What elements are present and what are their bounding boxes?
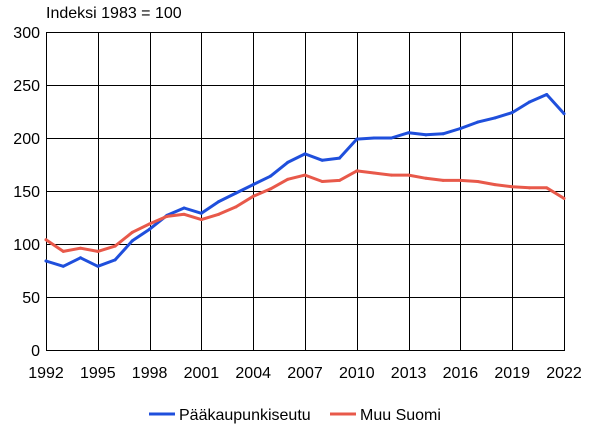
data-point	[320, 179, 324, 183]
y-axis-tick-labels: 0 50 100 150 200 250 300	[13, 25, 40, 360]
data-point	[458, 126, 462, 130]
x-tick-label: 2019	[494, 365, 530, 382]
data-point	[113, 258, 117, 262]
data-point	[61, 249, 65, 253]
data-point	[372, 171, 376, 175]
data-point	[493, 116, 497, 120]
data-point	[303, 173, 307, 177]
data-point	[96, 264, 100, 268]
data-point	[217, 200, 221, 204]
data-point	[251, 183, 255, 187]
data-point	[199, 211, 203, 215]
data-point	[424, 133, 428, 137]
data-point	[355, 137, 359, 141]
data-point	[441, 132, 445, 136]
data-point	[130, 239, 134, 243]
y-tick-label: 150	[13, 184, 40, 201]
y-tick-label: 50	[22, 290, 40, 307]
x-tick-label: 2010	[339, 365, 375, 382]
data-point	[148, 227, 152, 231]
x-tick-label: 2007	[287, 365, 323, 382]
data-point	[44, 238, 48, 242]
x-tick-label: 2004	[235, 365, 271, 382]
x-tick-label: 2013	[391, 365, 427, 382]
data-point	[44, 259, 48, 263]
data-point	[165, 214, 169, 218]
x-tick-label: 2022	[546, 365, 582, 382]
data-point	[234, 205, 238, 209]
data-point	[441, 178, 445, 182]
y-tick-label: 250	[13, 78, 40, 95]
x-tick-label: 2016	[443, 365, 479, 382]
data-point	[268, 174, 272, 178]
data-point	[148, 222, 152, 226]
data-point	[79, 246, 83, 250]
data-point	[355, 169, 359, 173]
data-point	[493, 183, 497, 187]
data-point	[562, 112, 566, 116]
y-tick-label: 0	[31, 343, 40, 360]
data-point	[338, 178, 342, 182]
data-point	[286, 177, 290, 181]
data-point	[476, 179, 480, 183]
data-point	[389, 173, 393, 177]
data-point	[545, 93, 549, 97]
series-lines	[44, 93, 566, 268]
data-point	[217, 212, 221, 216]
data-point	[510, 185, 514, 189]
x-tick-label: 1998	[132, 365, 168, 382]
data-point	[113, 244, 117, 248]
data-point	[545, 186, 549, 190]
y-tick-label: 100	[13, 237, 40, 254]
data-point	[407, 131, 411, 135]
data-point	[96, 249, 100, 253]
x-tick-label: 1992	[28, 365, 64, 382]
data-point	[268, 187, 272, 191]
data-point	[527, 186, 531, 190]
data-point	[182, 212, 186, 216]
data-point	[372, 136, 376, 140]
data-point	[251, 194, 255, 198]
legend: Pääkaupunkiseutu Muu Suomi	[149, 407, 441, 424]
data-point	[79, 256, 83, 260]
data-point	[407, 173, 411, 177]
data-point	[476, 120, 480, 124]
gridlines	[46, 32, 565, 351]
y-tick-label: 300	[13, 25, 40, 42]
data-point	[182, 206, 186, 210]
x-tick-label: 2001	[184, 365, 220, 382]
data-point	[234, 191, 238, 195]
data-point	[199, 218, 203, 222]
data-point	[510, 111, 514, 115]
data-point	[320, 158, 324, 162]
plot-frame	[46, 32, 565, 351]
data-point	[562, 196, 566, 200]
data-point	[303, 152, 307, 156]
data-point	[130, 230, 134, 234]
x-tick-label: 1995	[80, 365, 116, 382]
legend-label: Pääkaupunkiseutu	[179, 407, 311, 424]
y-tick-label: 200	[13, 131, 40, 148]
data-point	[286, 160, 290, 164]
x-axis-tick-labels: 1992 1995 1998 2001 2004 2007 2010 2013 2016 2019…	[28, 365, 582, 382]
data-point	[389, 136, 393, 140]
legend-label: Muu Suomi	[360, 407, 441, 424]
data-point	[458, 178, 462, 182]
data-point	[424, 176, 428, 180]
y-axis-unit-label: Indeksi 1983 = 100	[46, 5, 182, 22]
data-point	[61, 264, 65, 268]
data-point	[338, 156, 342, 160]
data-point	[527, 100, 531, 104]
